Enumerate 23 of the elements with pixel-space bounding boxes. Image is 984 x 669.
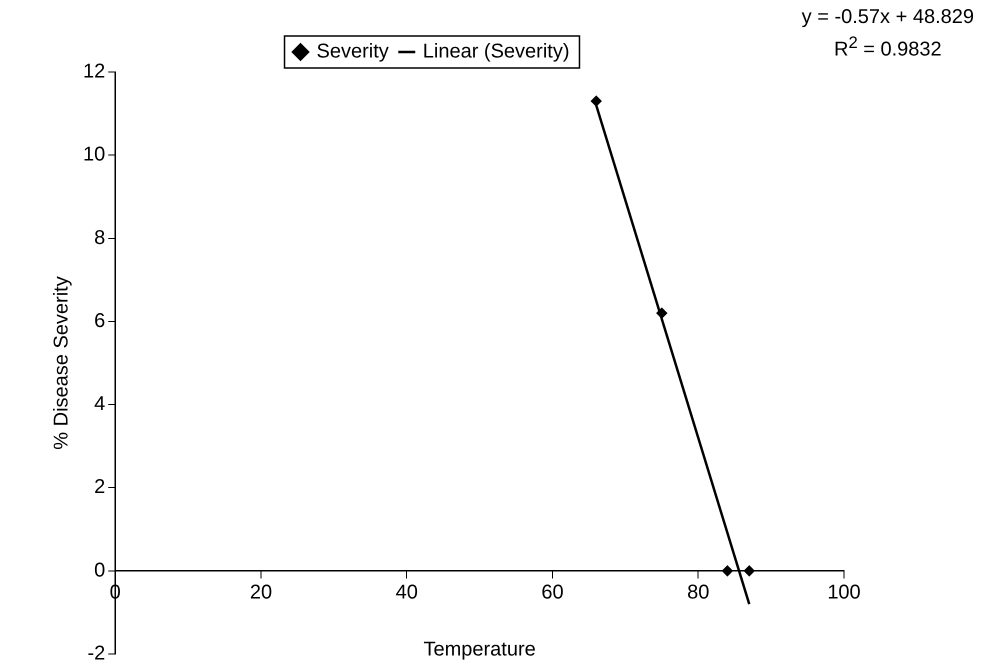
x-tick-label: 80 <box>687 581 710 604</box>
x-tick-label: 60 <box>541 581 564 604</box>
point <box>590 96 602 107</box>
legend-label: Severity <box>316 40 389 63</box>
y-tick-label: -2 <box>87 642 106 665</box>
text: R$^{2}$ = 0.9832 <box>832 32 943 63</box>
y-tick-label: 6 <box>94 310 106 332</box>
point <box>722 565 733 576</box>
point <box>744 565 755 576</box>
y-tick-label: 2 <box>94 476 106 498</box>
legend-label: Linear (Severity) <box>422 40 570 63</box>
x-tick-label: 40 <box>396 581 418 604</box>
y-tick-label: 4 <box>94 393 106 416</box>
point <box>656 308 668 319</box>
y-tick-label: 0 <box>94 559 106 582</box>
text: y = -0.57x + 48.829 <box>802 5 974 30</box>
x-tick-label: 20 <box>250 581 272 604</box>
y-axis-title: % Disease Severity <box>50 276 73 450</box>
y-tick-label: 8 <box>94 226 106 249</box>
x-axis-title: Temperature <box>423 638 536 660</box>
y-tick-label: 12 <box>82 60 106 83</box>
x-tick-label: 100 <box>827 581 861 604</box>
y-tick-label: 10 <box>82 144 106 166</box>
